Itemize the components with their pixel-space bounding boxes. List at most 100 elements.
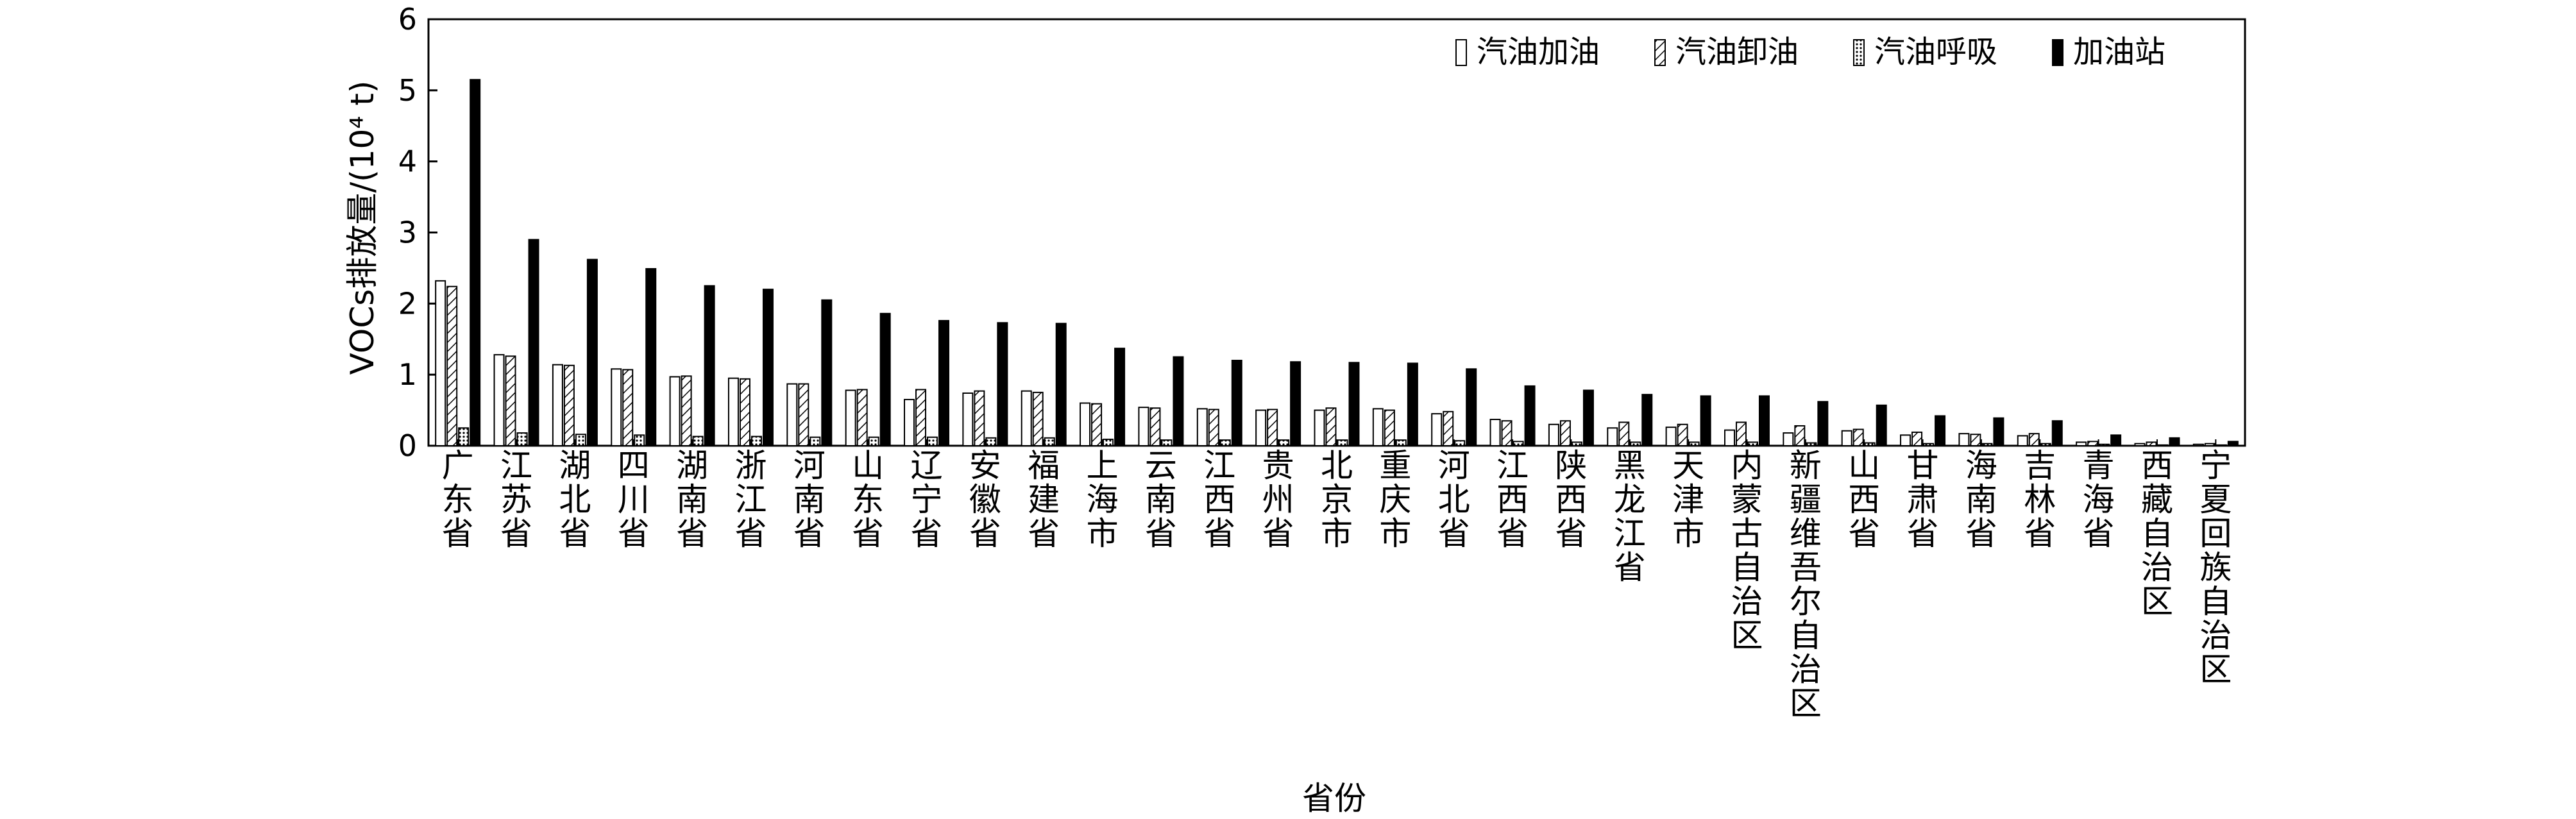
x-tick-label: 安徽省 bbox=[969, 447, 1001, 552]
bar-汽油呼吸-湖北省 bbox=[575, 434, 586, 446]
bar-汽油加油-天津市 bbox=[1665, 426, 1677, 447]
legend: 汽油加油 汽油卸油 汽油呼吸 加油站 bbox=[1455, 34, 2165, 70]
bar-加油站-湖北省 bbox=[586, 258, 598, 446]
bar-加油站-江西省 bbox=[1231, 360, 1242, 446]
bar-汽油加油-福建省 bbox=[1021, 390, 1032, 446]
bar-汽油卸油-山东省 bbox=[856, 389, 868, 446]
bar-汽油呼吸-天津市 bbox=[1688, 441, 1700, 446]
bar-汽油呼吸-山西省 bbox=[1864, 442, 1876, 446]
bar-汽油加油-湖南省 bbox=[669, 376, 681, 446]
x-tick-label: 青海省 bbox=[2083, 447, 2115, 552]
legend-label: 汽油卸油 bbox=[1675, 34, 1799, 70]
bar-汽油呼吸-河南省 bbox=[809, 436, 821, 447]
bar-汽油呼吸-内蒙古自治区 bbox=[1747, 441, 1758, 446]
bar-汽油呼吸-甘肃省 bbox=[1923, 443, 1935, 446]
x-tick-label: 吉林省 bbox=[2024, 447, 2056, 552]
bar-汽油加油-青海省 bbox=[2076, 441, 2087, 446]
x-tick-label: 新疆维吾尔自治区 bbox=[1790, 447, 1822, 722]
bar-加油站-广东省 bbox=[470, 79, 481, 447]
x-tick-label: 甘肃省 bbox=[1907, 447, 1939, 552]
x-tick-label: 湖南省 bbox=[676, 447, 708, 552]
bar-汽油卸油-云南省 bbox=[1149, 407, 1161, 447]
bar-汽油卸油-陕西省 bbox=[1559, 420, 1571, 446]
bar-加油站-云南省 bbox=[1173, 356, 1184, 446]
x-tick-label: 天津市 bbox=[1672, 447, 1704, 552]
bar-汽油加油-浙江省 bbox=[727, 377, 739, 446]
bar-汽油加油-湖北省 bbox=[552, 364, 563, 447]
x-tick-label: 江西省 bbox=[1203, 447, 1235, 552]
bar-汽油呼吸-山东省 bbox=[868, 436, 879, 447]
bar-汽油卸油-天津市 bbox=[1677, 423, 1688, 446]
bar-汽油加油-黑龙江省 bbox=[1607, 427, 1618, 447]
bar-汽油呼吸-新疆维吾尔自治区 bbox=[1806, 442, 1817, 446]
bar-汽油加油-河南省 bbox=[786, 383, 798, 447]
bar-加油站-上海市 bbox=[1114, 348, 1126, 446]
bar-加油站-宁夏回族自治区 bbox=[2227, 441, 2239, 446]
x-tick-label: 江西省 bbox=[1496, 447, 1529, 552]
x-tick-label: 北京市 bbox=[1321, 447, 1353, 552]
bar-汽油呼吸-陕西省 bbox=[1571, 441, 1582, 446]
bar-汽油呼吸-河北省 bbox=[1454, 440, 1466, 446]
bar-汽油呼吸-云南省 bbox=[1161, 439, 1173, 447]
x-tick-label: 内蒙古自治区 bbox=[1731, 447, 1763, 654]
x-tick-label: 福建省 bbox=[1028, 447, 1060, 552]
bar-汽油卸油-重庆市 bbox=[1384, 409, 1395, 446]
y-tick-label: 2 bbox=[398, 286, 417, 321]
y-tick-label: 5 bbox=[398, 73, 417, 108]
bar-汽油加油-辽宁省 bbox=[904, 398, 915, 446]
bar-汽油卸油-西藏自治区 bbox=[2146, 441, 2157, 446]
bar-汽油呼吸-浙江省 bbox=[750, 435, 762, 447]
x-tick-label: 湖北省 bbox=[559, 447, 591, 552]
bar-加油站-海南省 bbox=[1993, 417, 2004, 447]
bar-汽油卸油-河南省 bbox=[798, 383, 809, 447]
legend-swatch bbox=[1455, 39, 1467, 66]
bar-汽油呼吸-江西省 bbox=[1513, 441, 1524, 446]
x-tick-label: 江苏省 bbox=[500, 447, 532, 552]
bar-加油站-黑龙江省 bbox=[1641, 394, 1653, 447]
bar-汽油加油-江苏省 bbox=[493, 354, 505, 447]
bar-汽油呼吸-西藏自治区 bbox=[2157, 444, 2169, 446]
bar-汽油加油-贵州省 bbox=[1255, 409, 1267, 446]
bar-汽油卸油-海南省 bbox=[1970, 434, 1981, 446]
x-tick-label: 浙江省 bbox=[734, 447, 767, 552]
bar-汽油卸油-江苏省 bbox=[505, 355, 516, 446]
y-axis-title: VOCs排放量/(10⁴ t) bbox=[344, 81, 381, 375]
bar-加油站-江西省 bbox=[1524, 385, 1536, 447]
legend-label: 汽油加油 bbox=[1477, 34, 1600, 70]
bar-汽油加油-北京市 bbox=[1314, 409, 1325, 446]
legend-label: 汽油呼吸 bbox=[1874, 34, 1997, 70]
bar-汽油呼吸-辽宁省 bbox=[927, 436, 938, 447]
bar-加油站-山西省 bbox=[1876, 404, 1887, 447]
x-tick-label: 陕西省 bbox=[1555, 447, 1587, 552]
bar-加油站-甘肃省 bbox=[1935, 415, 1946, 447]
bar-加油站-河南省 bbox=[821, 299, 833, 446]
bar-汽油卸油-贵州省 bbox=[1267, 409, 1278, 446]
bar-汽油呼吸-广东省 bbox=[458, 427, 470, 447]
y-tick-label: 0 bbox=[398, 428, 417, 463]
bar-加油站-青海省 bbox=[2110, 434, 2122, 446]
bar-加油站-内蒙古自治区 bbox=[1758, 395, 1770, 447]
bar-汽油加油-云南省 bbox=[1138, 407, 1149, 447]
bar-汽油呼吸-上海市 bbox=[1103, 439, 1114, 447]
bar-汽油加油-吉林省 bbox=[2017, 435, 2028, 447]
bar-加油站-北京市 bbox=[1348, 362, 1360, 447]
legend-swatch bbox=[1853, 39, 1865, 66]
bar-汽油卸油-北京市 bbox=[1325, 407, 1337, 447]
bar-汽油呼吸-重庆市 bbox=[1395, 439, 1407, 447]
bar-汽油加油-重庆市 bbox=[1372, 408, 1384, 446]
x-axis-title: 省份 bbox=[1302, 780, 1366, 817]
bar-加油站-安徽省 bbox=[997, 322, 1008, 446]
bar-加油站-贵州省 bbox=[1290, 361, 1301, 447]
bar-汽油卸油-浙江省 bbox=[739, 378, 750, 446]
x-tick-label: 宁夏回族自治区 bbox=[2199, 447, 2232, 688]
bar-汽油卸油-湖北省 bbox=[563, 364, 575, 447]
bar-汽油呼吸-福建省 bbox=[1044, 437, 1055, 447]
bar-汽油呼吸-安徽省 bbox=[985, 437, 997, 447]
x-tick-label: 海南省 bbox=[1965, 447, 1997, 552]
y-tick-label: 4 bbox=[398, 144, 417, 179]
bar-汽油加油-海南省 bbox=[1958, 433, 1970, 446]
x-tick-label: 西藏自治区 bbox=[2141, 447, 2173, 620]
bar-汽油卸油-湖南省 bbox=[681, 375, 692, 447]
bar-汽油卸油-甘肃省 bbox=[1911, 431, 1923, 446]
